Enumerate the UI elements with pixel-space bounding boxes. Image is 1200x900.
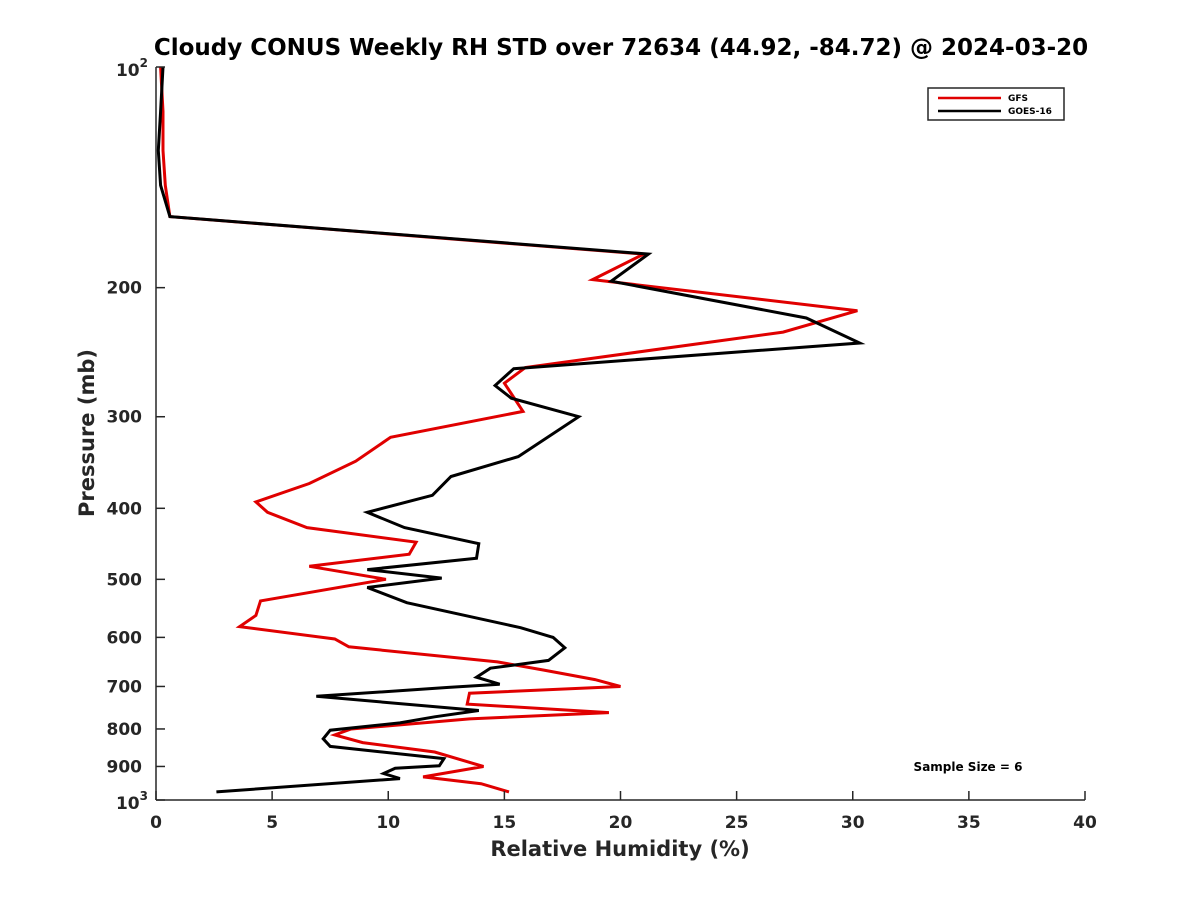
x-tick-label: 25	[725, 813, 749, 833]
x-tick-label: 35	[957, 813, 981, 833]
x-tick-label: 40	[1073, 813, 1097, 833]
y-tick-label: 400	[107, 499, 143, 519]
x-tick-label: 30	[841, 813, 865, 833]
y-tick-label: 300	[107, 408, 143, 428]
legend-label: GFS	[1008, 94, 1028, 104]
x-axis-label: Relative Humidity (%)	[490, 837, 749, 861]
legend-box	[927, 87, 1065, 121]
sample-size-annotation: Sample Size = 6	[914, 760, 1023, 774]
y-tick-label: 700	[107, 677, 143, 697]
x-tick-label: 10	[376, 813, 400, 833]
y-tick-label: 200	[107, 279, 143, 299]
x-tick-label: 5	[266, 813, 278, 833]
y-tick-label: 600	[107, 628, 143, 648]
x-tick-label: 15	[493, 813, 517, 833]
y-axis-label: Pressure (mb)	[75, 349, 99, 517]
y-tick-label: 500	[107, 570, 143, 590]
series-line-goes-16	[156, 66, 866, 794]
plot-area: 0 5 10 15 20 25 30 35 40 102 200 300 400 500 600 700 800…	[107, 56, 1097, 833]
legend: GFS GOES-16	[927, 87, 1065, 121]
y-tick-label: 102	[116, 56, 148, 81]
x-tick-label: 20	[609, 813, 633, 833]
x-tick-label: 0	[150, 813, 162, 833]
y-tick-label: 900	[107, 757, 143, 777]
y-tick-label: 103	[116, 789, 148, 814]
annotation-layer: Sample Size = 6	[914, 760, 1023, 774]
chart-title: Cloudy CONUS Weekly RH STD over 72634 (4…	[154, 35, 1088, 61]
legend-label: GOES-16	[1008, 107, 1052, 117]
y-tick-label: 800	[107, 720, 143, 740]
